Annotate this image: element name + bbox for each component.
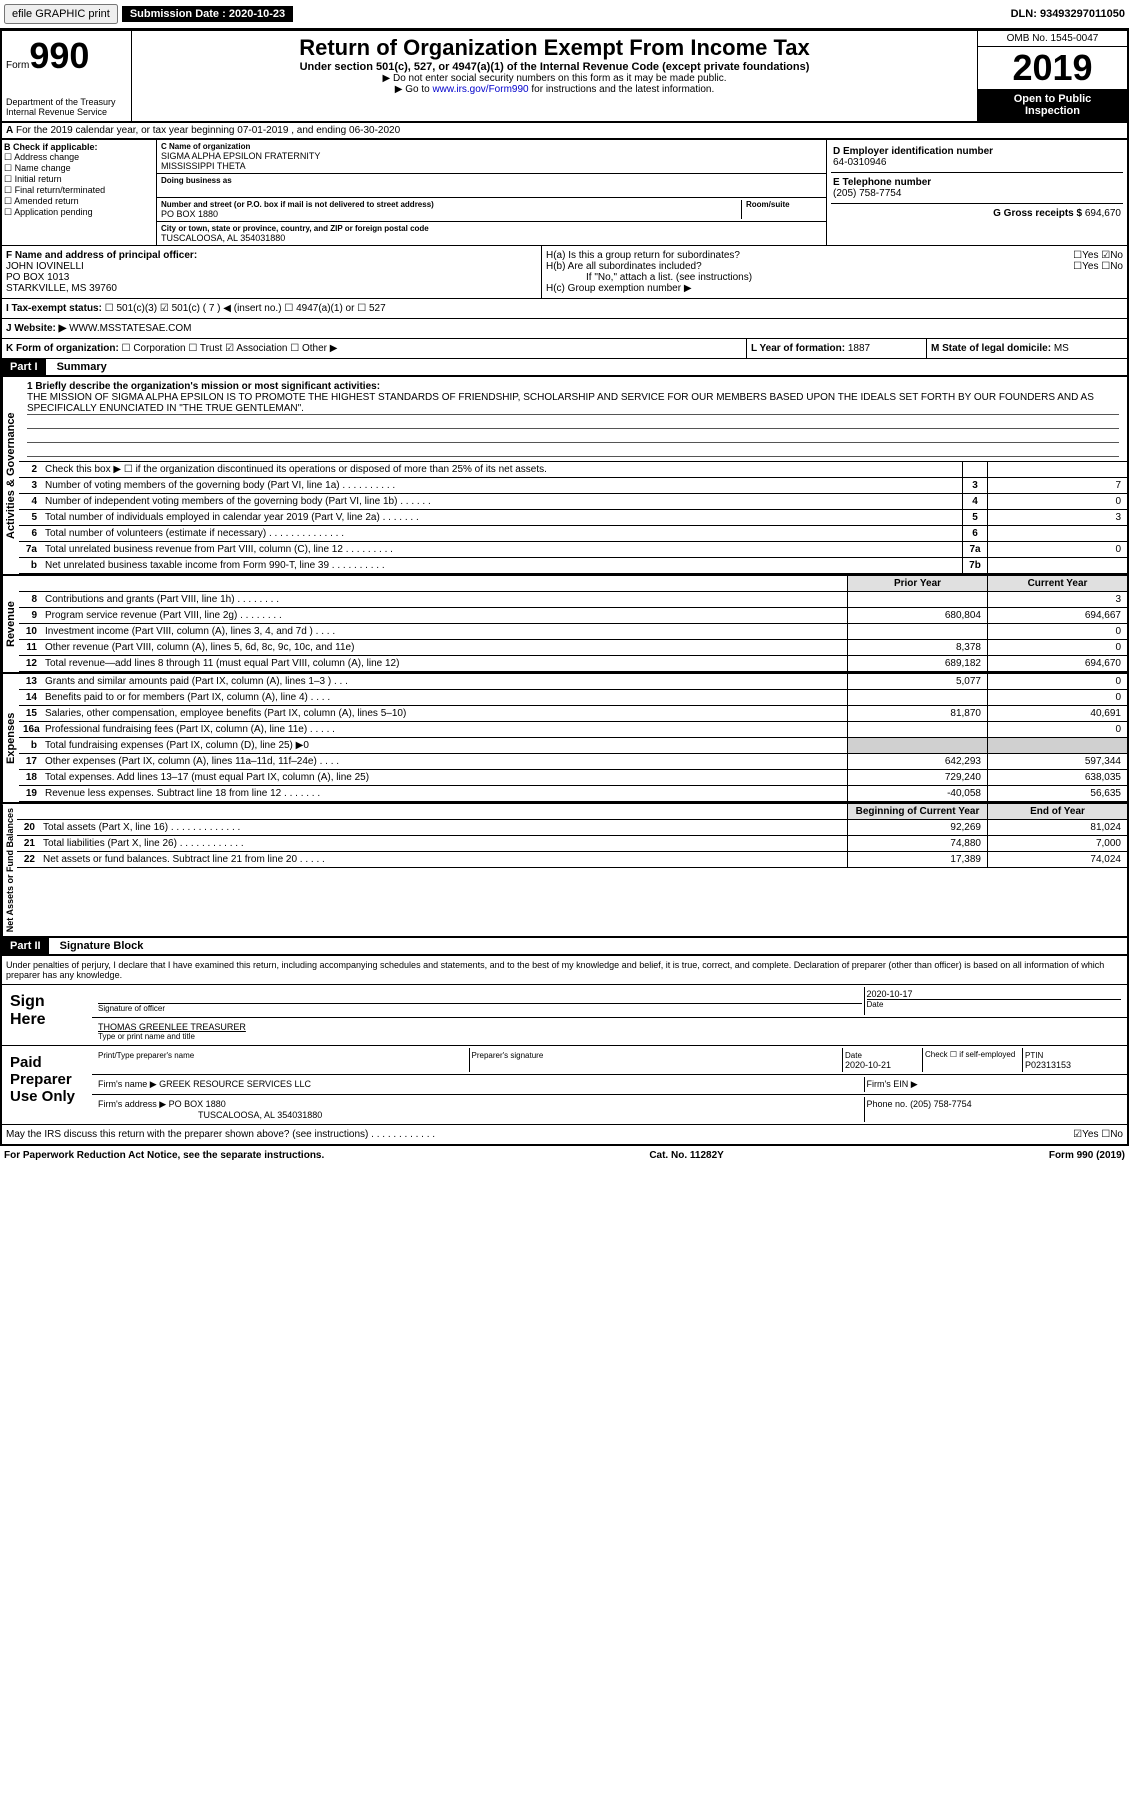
summary-line: 3Number of voting members of the governi… — [19, 478, 1127, 494]
summary-line: 21Total liabilities (Part X, line 26) . … — [17, 836, 1127, 852]
summary-line: bTotal fundraising expenses (Part IX, co… — [19, 738, 1127, 754]
perjury-statement: Under penalties of perjury, I declare th… — [2, 956, 1127, 985]
summary-line: 16aProfessional fundraising fees (Part I… — [19, 722, 1127, 738]
instructions-link[interactable]: www.irs.gov/Form990 — [432, 84, 528, 95]
box-h: H(a) Is this a group return for subordin… — [542, 246, 1127, 298]
row-j-website: J Website: ▶ WWW.MSSTATESAE.COM — [0, 319, 1129, 339]
form-title-block: Return of Organization Exempt From Incom… — [132, 31, 977, 121]
dln-label: DLN: 93493297011050 — [1011, 8, 1125, 20]
summary-line: 7aTotal unrelated business revenue from … — [19, 542, 1127, 558]
summary-line: 11Other revenue (Part VIII, column (A), … — [19, 640, 1127, 656]
form-number-box: Form990 Department of the Treasury Inter… — [2, 31, 132, 121]
vert-expenses: Expenses — [2, 674, 19, 802]
summary-line: 17Other expenses (Part IX, column (A), l… — [19, 754, 1127, 770]
summary-line: 18Total expenses. Add lines 13–17 (must … — [19, 770, 1127, 786]
sign-here-row: Sign Here Signature of officer 2020-10-1… — [2, 985, 1127, 1046]
line-a: A For the 2019 calendar year, or tax yea… — [0, 123, 1129, 140]
discuss-row: May the IRS discuss this return with the… — [2, 1125, 1127, 1144]
submission-date-label: Submission Date : 2020-10-23 — [122, 6, 293, 22]
summary-netassets: Net Assets or Fund Balances Beginning of… — [0, 804, 1129, 938]
summary-line: 13Grants and similar amounts paid (Part … — [19, 674, 1127, 690]
summary-line: 20Total assets (Part X, line 16) . . . .… — [17, 820, 1127, 836]
identification-section: B Check if applicable: ☐ Address change … — [0, 140, 1129, 246]
efile-print-button[interactable]: efile GRAPHIC print — [4, 4, 118, 24]
box-d-e-g: D Employer identification number64-03109… — [827, 140, 1127, 245]
mission-block: 1 Briefly describe the organization's mi… — [19, 377, 1127, 462]
form-header: Form990 Department of the Treasury Inter… — [0, 29, 1129, 123]
box-c-org: C Name of organizationSIGMA ALPHA EPSILO… — [157, 140, 827, 245]
form-title: Return of Organization Exempt From Incom… — [136, 35, 973, 61]
vert-revenue: Revenue — [2, 576, 19, 672]
box-b-checkboxes: B Check if applicable: ☐ Address change … — [2, 140, 157, 245]
summary-line: bNet unrelated business taxable income f… — [19, 558, 1127, 574]
signature-block: Under penalties of perjury, I declare th… — [0, 956, 1129, 1146]
summary-line: 15Salaries, other compensation, employee… — [19, 706, 1127, 722]
summary-line: 2Check this box ▶ ☐ if the organization … — [19, 462, 1127, 478]
vert-netassets: Net Assets or Fund Balances — [2, 804, 17, 936]
summary-line: 19Revenue less expenses. Subtract line 1… — [19, 786, 1127, 802]
row-f-h: F Name and address of principal officer:… — [0, 246, 1129, 299]
year-box: OMB No. 1545-0047 2019 Open to Public In… — [977, 31, 1127, 121]
footer: For Paperwork Reduction Act Notice, see … — [0, 1146, 1129, 1165]
summary-line: 4Number of independent voting members of… — [19, 494, 1127, 510]
summary-expenses: Expenses 13Grants and similar amounts pa… — [0, 674, 1129, 804]
box-f-officer: F Name and address of principal officer:… — [2, 246, 542, 298]
part2-header: Part II Signature Block — [0, 938, 1129, 956]
paid-preparer-row: Paid Preparer Use Only Print/Type prepar… — [2, 1046, 1127, 1125]
summary-line: 22Net assets or fund balances. Subtract … — [17, 852, 1127, 868]
summary-line: 6Total number of volunteers (estimate if… — [19, 526, 1127, 542]
summary-line: 9Program service revenue (Part VIII, lin… — [19, 608, 1127, 624]
top-bar: efile GRAPHIC print Submission Date : 20… — [0, 0, 1129, 29]
summary-line: 10Investment income (Part VIII, column (… — [19, 624, 1127, 640]
row-i-tax-exempt: I Tax-exempt status: ☐ 501(c)(3) ☑ 501(c… — [0, 299, 1129, 319]
summary-governance: Activities & Governance 1 Briefly descri… — [0, 377, 1129, 576]
summary-line: 5Total number of individuals employed in… — [19, 510, 1127, 526]
vert-governance: Activities & Governance — [2, 377, 19, 574]
summary-revenue: Revenue Prior Year Current Year 8Contrib… — [0, 576, 1129, 674]
summary-line: 14Benefits paid to or for members (Part … — [19, 690, 1127, 706]
summary-line: 12Total revenue—add lines 8 through 11 (… — [19, 656, 1127, 672]
part1-header: Part I Summary — [0, 359, 1129, 377]
net-header-row: Beginning of Current Year End of Year — [17, 804, 1127, 820]
row-k-l-m: K Form of organization: ☐ Corporation ☐ … — [0, 339, 1129, 359]
summary-line: 8Contributions and grants (Part VIII, li… — [19, 592, 1127, 608]
col-header-row: Prior Year Current Year — [19, 576, 1127, 592]
